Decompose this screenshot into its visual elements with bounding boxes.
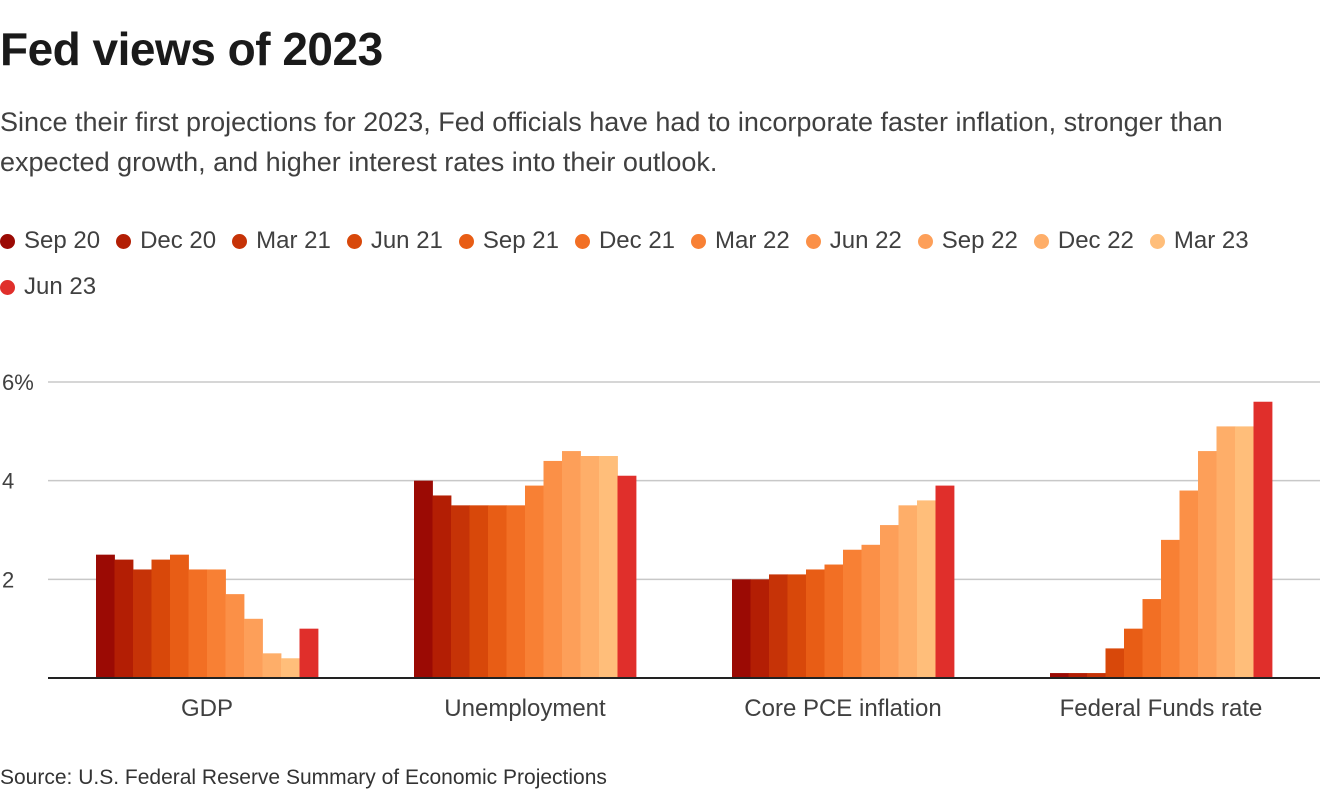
bar xyxy=(599,456,618,678)
legend-label: Sep 22 xyxy=(941,227,1018,254)
legend-label: Mar 22 xyxy=(715,227,790,254)
x-category-label: Unemployment xyxy=(444,695,606,722)
bar xyxy=(170,554,189,678)
bar xyxy=(935,485,955,678)
bar xyxy=(281,658,300,678)
chart-title: Fed views of 2023 xyxy=(0,23,383,75)
chart-subtitle: Since their first projections for 2023, … xyxy=(0,107,1223,177)
bar xyxy=(133,569,152,678)
legend-label: Dec 20 xyxy=(140,227,217,254)
bar xyxy=(824,564,844,678)
bar xyxy=(432,495,452,678)
bar xyxy=(262,653,282,678)
bar xyxy=(1253,401,1273,678)
legend-item: Sep 22 xyxy=(917,224,1018,258)
bar xyxy=(898,505,918,678)
legend-label: Sep 21 xyxy=(482,227,559,254)
x-category-label: Core PCE inflation xyxy=(744,695,941,722)
legend-swatch xyxy=(346,233,362,249)
legend-swatch xyxy=(458,233,474,249)
bar xyxy=(543,460,563,678)
bar xyxy=(188,569,208,678)
bar xyxy=(414,480,433,678)
legend-label: Dec 21 xyxy=(598,227,676,254)
bar xyxy=(1105,648,1125,678)
legend: Sep 20 Dec 20 Mar 21 Jun 21 Sep 21 Dec 21 Mar … xyxy=(0,224,1300,304)
y-tick-label: 4 xyxy=(2,469,14,494)
bar xyxy=(1087,673,1106,678)
bar xyxy=(880,525,899,678)
legend-label: Dec 22 xyxy=(1057,227,1134,254)
bar xyxy=(1050,673,1069,678)
bar xyxy=(917,500,936,678)
bar xyxy=(207,569,226,678)
legend-label: Mar 23 xyxy=(1173,227,1249,254)
legend-swatch xyxy=(0,233,15,249)
legend-item: Mar 22 xyxy=(691,224,790,258)
legend-label: Sep 20 xyxy=(24,227,101,254)
legend-swatch xyxy=(805,233,821,249)
legend-item: Dec 20 xyxy=(116,224,216,258)
bar xyxy=(843,549,862,678)
bar xyxy=(617,475,637,678)
x-category-label: GDP xyxy=(181,695,233,722)
legend-item: Dec 22 xyxy=(1033,224,1134,258)
bar xyxy=(732,579,751,678)
y-tick-label: 2 xyxy=(2,567,14,592)
legend-swatch xyxy=(0,279,15,295)
legend-swatch xyxy=(691,233,707,249)
legend-label: Jun 22 xyxy=(829,227,902,254)
bar xyxy=(1179,490,1199,678)
bar xyxy=(96,554,115,678)
legend-item: Mar 23 xyxy=(1149,224,1249,258)
bar xyxy=(451,505,470,678)
legend-label: Mar 21 xyxy=(256,227,331,254)
legend-swatch xyxy=(232,233,248,249)
bar xyxy=(299,628,319,678)
bar xyxy=(225,594,245,678)
bar xyxy=(1124,628,1143,678)
legend-swatch xyxy=(116,233,132,249)
bar xyxy=(580,456,600,678)
legend-swatch xyxy=(917,233,933,249)
bar xyxy=(1235,426,1254,678)
x-category-label: Federal Funds rate xyxy=(1060,695,1263,722)
bar xyxy=(1198,451,1217,678)
legend-label: Jun 21 xyxy=(370,227,443,254)
legend-item: Sep 20 xyxy=(0,224,100,258)
bar xyxy=(506,505,526,678)
bar xyxy=(525,485,544,678)
legend-item: Jun 23 xyxy=(0,270,96,304)
bar xyxy=(787,574,807,678)
bar xyxy=(1142,599,1162,678)
legend-label: Jun 23 xyxy=(24,273,97,300)
legend-item: Jun 21 xyxy=(346,224,443,258)
bar xyxy=(114,559,134,678)
bar-chart: 2 4 6% GDP Unemployment Core PCE inflation Fed… xyxy=(2,370,1320,722)
bar xyxy=(469,505,489,678)
legend-swatch xyxy=(1033,233,1049,249)
bar xyxy=(1216,426,1236,678)
source-note: Source: U.S. Federal Reserve Summary of … xyxy=(0,766,607,789)
legend-item: Jun 22 xyxy=(805,224,902,258)
legend-item: Mar 21 xyxy=(232,224,331,258)
legend-swatch xyxy=(1149,233,1165,249)
bar xyxy=(861,544,881,678)
bar xyxy=(488,505,507,678)
bar xyxy=(1068,673,1088,678)
bar xyxy=(750,579,770,678)
bar xyxy=(244,618,263,678)
bar xyxy=(806,569,825,678)
legend-item: Sep 21 xyxy=(458,224,559,258)
bar xyxy=(769,574,788,678)
y-tick-label: 6% xyxy=(2,370,34,395)
legend-item: Dec 21 xyxy=(574,224,676,258)
bar xyxy=(562,451,581,678)
legend-swatch xyxy=(574,233,590,249)
bar xyxy=(151,559,171,678)
bar xyxy=(1161,539,1180,678)
